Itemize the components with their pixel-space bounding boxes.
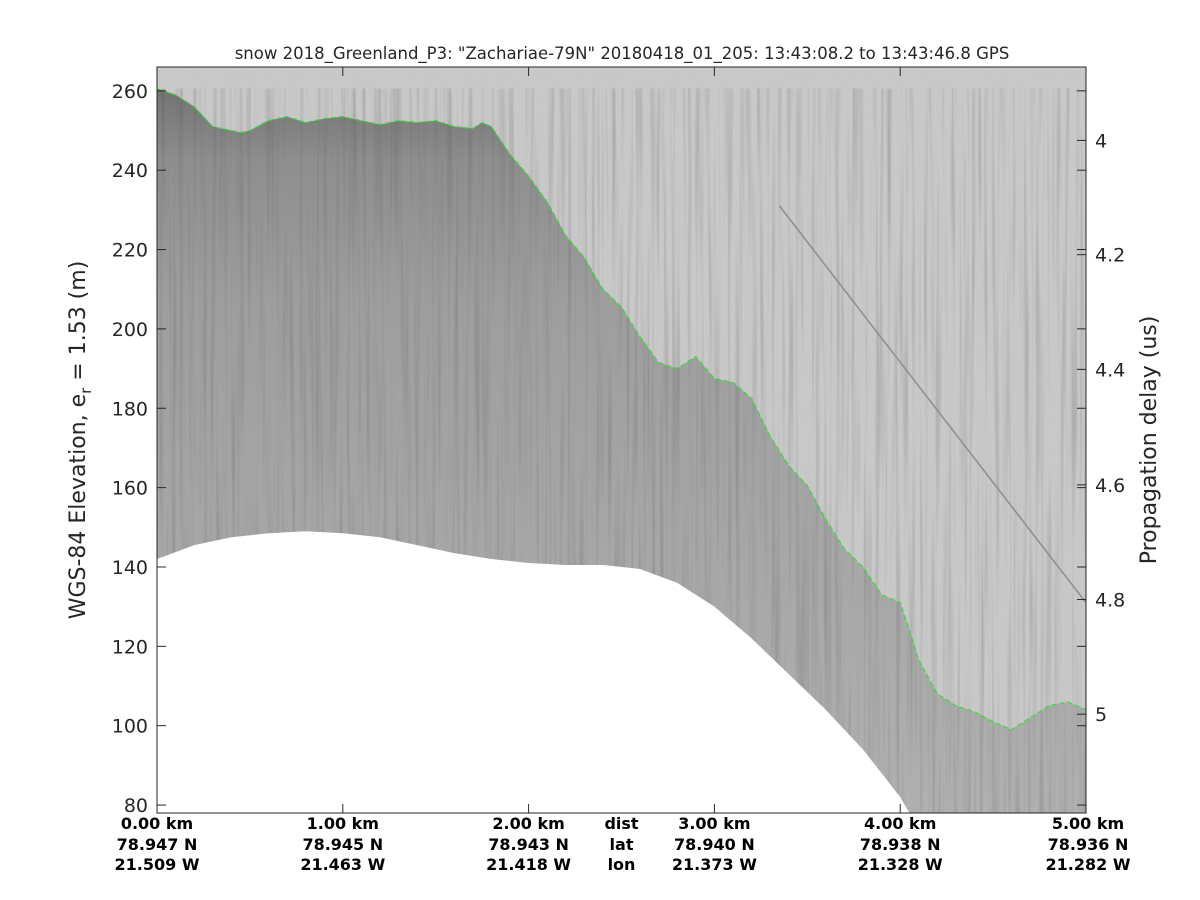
y-tick-label: 120: [112, 636, 148, 658]
y2-tick-label: 5: [1095, 704, 1107, 726]
y-axis-label: WGS-84 Elevation, er = 1.53 (m): [66, 261, 95, 620]
bottom-axis-row-names: dist lat lon: [552, 814, 692, 876]
plot-frame: [156, 66, 1087, 814]
y-tick-label: 180: [112, 398, 148, 420]
y-tick-label: 220: [112, 240, 148, 262]
no-data-region: [157, 531, 910, 813]
y2-tick-label: 4: [1095, 130, 1107, 152]
dist-label: 2.00 km: [492, 814, 565, 833]
dist-label: 5.00 km: [1051, 814, 1125, 833]
y-tick-label: 200: [112, 319, 148, 341]
y-tick-label: 100: [112, 716, 148, 738]
left-axis: 80 100 120 140 160 180 200 220 240 260: [112, 81, 1086, 817]
surface-pick-line: [157, 88, 1086, 731]
y-tick-label: 160: [112, 478, 148, 500]
lon-label: 21.328 W: [857, 855, 943, 874]
y-tick-label: 140: [112, 557, 148, 579]
dist-label: 3.00 km: [678, 814, 751, 833]
diagonal-artifact-line: [778, 205, 1086, 604]
lon-label: 21.282 W: [1045, 855, 1131, 874]
right-axis: 4 4.2 4.4 4.6 4.8 5: [1077, 130, 1125, 726]
lat-label: 78.947 N: [116, 834, 198, 854]
lat-label: 78.940 N: [674, 834, 755, 854]
lon-label: 21.509 W: [114, 855, 200, 874]
lat-label: 78.938 N: [859, 834, 941, 854]
y-tick-label: 260: [112, 81, 148, 103]
dist-label: 1.00 km: [306, 814, 379, 833]
chart-title: snow 2018_Greenland_P3: "Zachariae-79N" …: [235, 44, 1010, 64]
bottom-axis-ticks: [156, 67, 1087, 813]
dist-label: 4.00 km: [864, 814, 937, 833]
lon-label: 21.373 W: [671, 855, 757, 874]
bottom-axis-tick-label: 5.00 km 78.936 N 21.282 W: [1018, 814, 1158, 876]
y2-axis-label: Propagation delay (us): [1137, 316, 1162, 565]
lat-label: 78.936 N: [1047, 834, 1129, 854]
bottom-axis-tick-label: 1.00 km 78.945 N 21.463 W: [273, 814, 413, 876]
bottom-axis-tick-label: 0.00 km 78.947 N 21.509 W: [87, 814, 227, 876]
y2-tick-label: 4.4: [1095, 359, 1125, 381]
y2-tick-label: 4.2: [1095, 245, 1125, 267]
lon-label: 21.418 W: [486, 855, 572, 874]
bottom-axis-tick-label: 2.00 km 78.943 N 21.418 W: [459, 814, 599, 876]
y-tick-label: 80: [124, 795, 148, 817]
y-tick-label: 240: [112, 160, 148, 182]
dist-label: dist: [604, 814, 639, 833]
lat-label: 78.943 N: [488, 834, 569, 854]
y2-tick-label: 4.6: [1095, 475, 1125, 497]
dist-label: 0.00 km: [120, 814, 194, 833]
lon-label: lon: [607, 855, 636, 874]
lat-label: 78.945 N: [302, 834, 384, 854]
lon-label: 21.463 W: [300, 855, 386, 874]
y2-tick-label: 4.8: [1095, 590, 1125, 612]
lat-label: lat: [609, 834, 634, 854]
bottom-axis-tick-label: 4.00 km 78.938 N 21.328 W: [830, 814, 970, 876]
bottom-axis-tick-label: 3.00 km 78.940 N 21.373 W: [644, 814, 784, 876]
